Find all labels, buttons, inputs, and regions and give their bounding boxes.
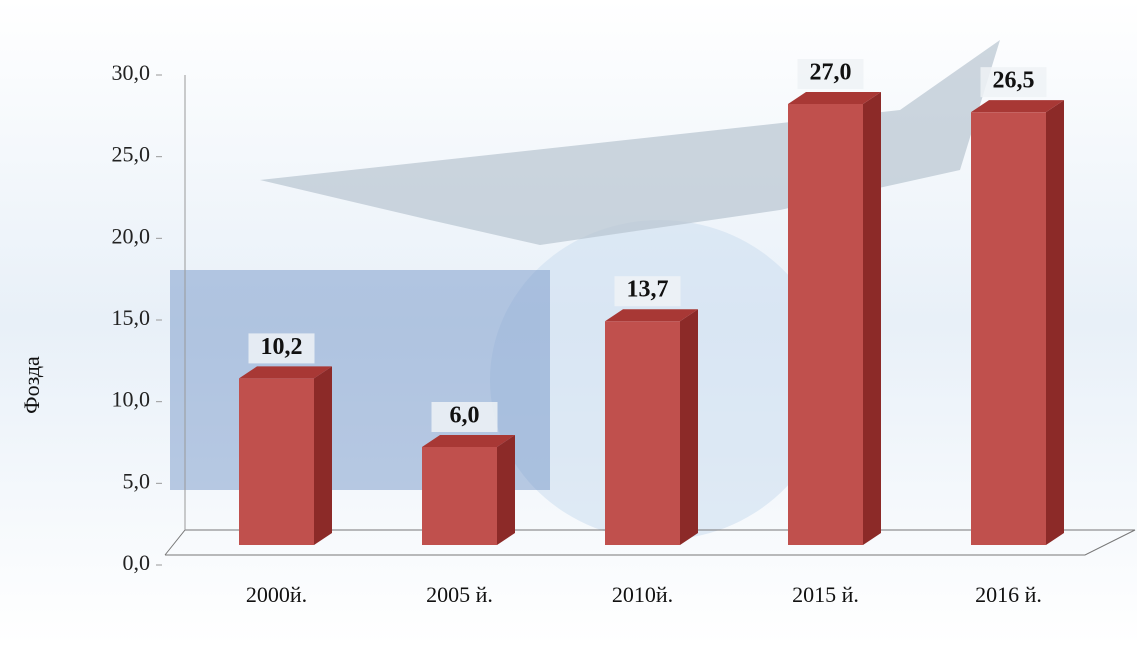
bar — [422, 447, 497, 545]
bar-top — [239, 366, 332, 379]
value-label: 27,0 — [810, 60, 852, 86]
y-tick-label: 25,0 — [112, 142, 151, 167]
bar-side — [1046, 100, 1064, 546]
y-axis-label: Фозда — [19, 356, 44, 414]
y-tick-label: 5,0 — [123, 468, 151, 493]
value-label-box — [614, 276, 681, 307]
y-tick-label: 15,0 — [112, 305, 151, 330]
value-label-box — [248, 333, 315, 364]
bar-side — [314, 366, 332, 545]
bar — [971, 112, 1046, 546]
floor — [164, 529, 1136, 556]
x-tick-label: 2005 й. — [426, 582, 493, 607]
bar-top — [971, 100, 1064, 113]
y-tick-label: 0,0 — [123, 550, 151, 575]
value-label: 13,7 — [627, 277, 669, 303]
bar — [239, 378, 314, 545]
bar — [605, 321, 680, 545]
bar-top — [605, 309, 698, 322]
bar-top — [788, 92, 881, 104]
x-tick-label: 2015 й. — [792, 582, 859, 607]
bar-side — [497, 435, 515, 545]
y-tick-label: 30,0 — [112, 60, 151, 85]
bar-side — [863, 92, 881, 545]
bar-top — [422, 435, 515, 447]
x-tick-label: 2000й. — [246, 582, 307, 607]
y-tick-label: 20,0 — [112, 223, 151, 248]
bar — [788, 104, 863, 545]
value-label: 26,5 — [993, 68, 1035, 94]
value-label-box — [980, 67, 1047, 98]
bar-side — [680, 309, 698, 545]
x-tick-label: 2010й. — [612, 582, 673, 607]
value-label: 10,2 — [261, 334, 303, 360]
y-tick-label: 10,0 — [112, 387, 151, 412]
value-label: 6,0 — [450, 403, 480, 429]
x-tick-label: 2016 й. — [975, 582, 1042, 607]
value-label-box — [431, 402, 498, 432]
value-label-box — [797, 59, 864, 89]
